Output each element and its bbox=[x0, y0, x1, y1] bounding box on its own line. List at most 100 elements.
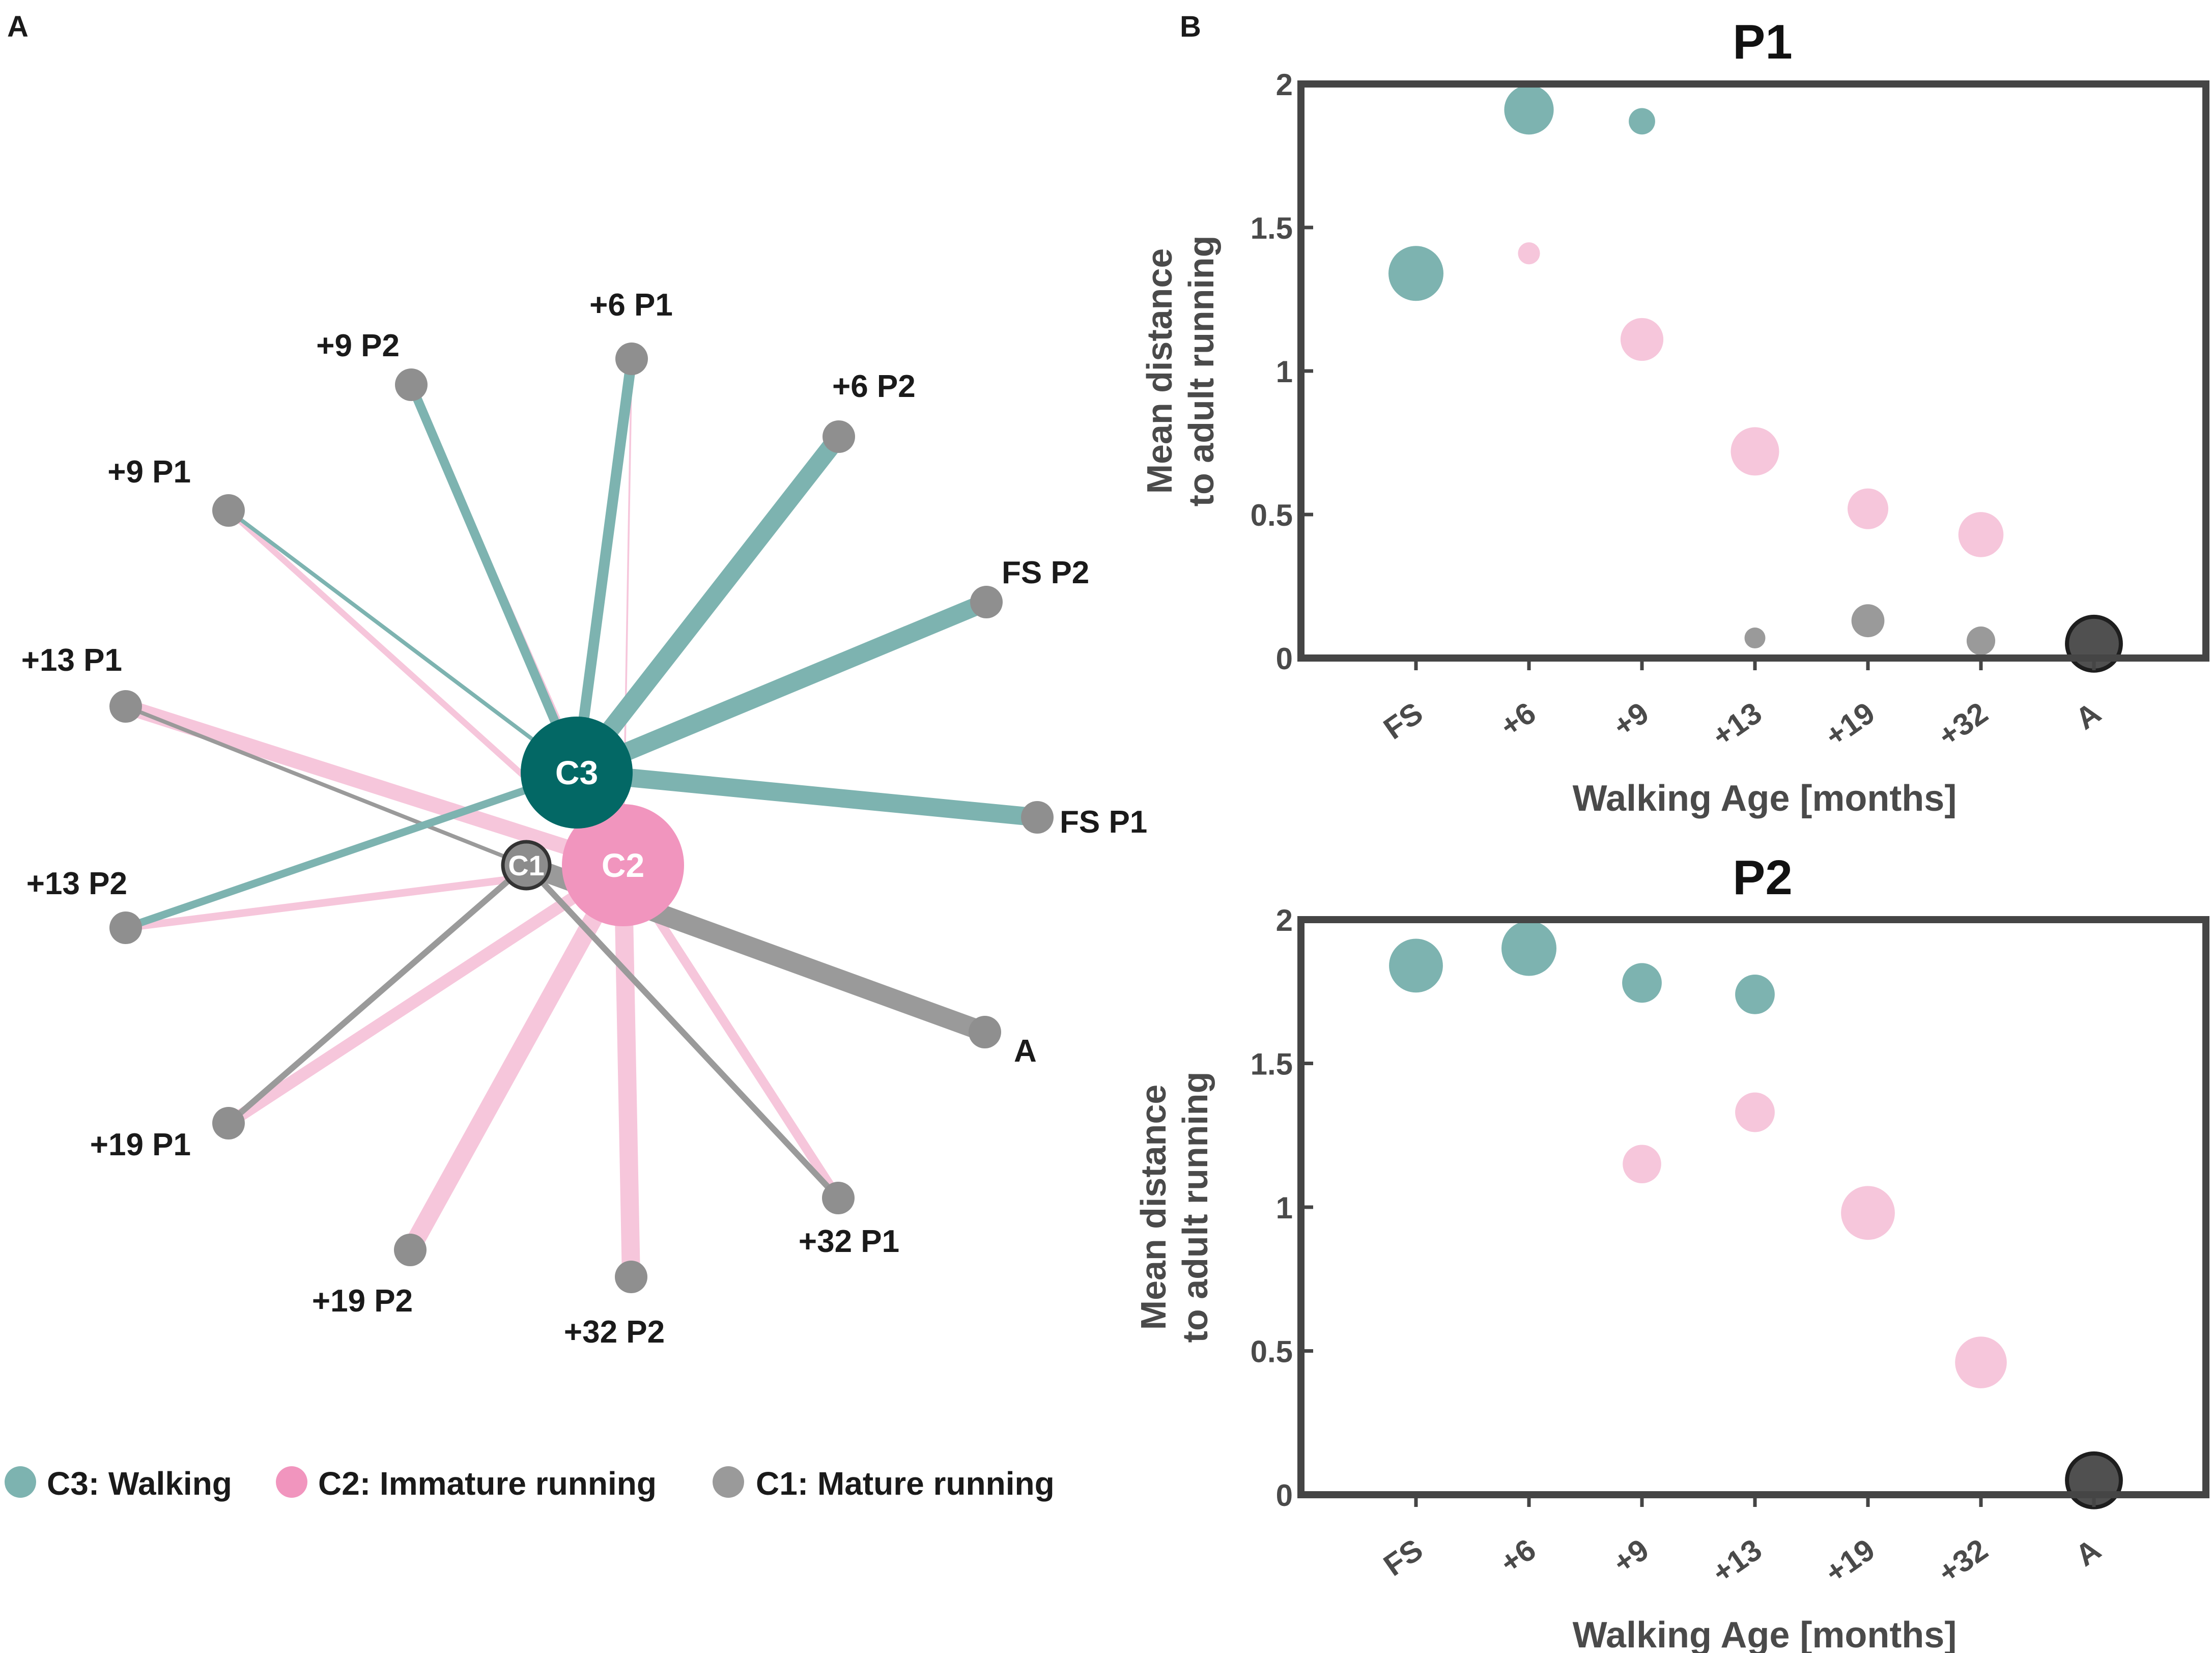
edge-c2-plus32-p2 bbox=[614, 856, 640, 1286]
leaf-label-plus9-p1: +9 P1 bbox=[107, 454, 191, 490]
x-tick-label-plus19: +19 bbox=[1819, 1532, 1881, 1590]
edge-c3-fs-p2 bbox=[568, 593, 996, 782]
y-axis-label-line-2: to adult running bbox=[1181, 236, 1221, 507]
point-c1-mature-running-plus19 bbox=[1851, 604, 1885, 638]
plot-title-p2: P2 bbox=[1733, 850, 1792, 905]
cluster-label-c3: C3 bbox=[555, 754, 598, 791]
edge-c3-plus13-p2 bbox=[122, 768, 581, 932]
y-tick-label: 0 bbox=[1276, 1478, 1293, 1513]
y-tick-label: 2 bbox=[1276, 68, 1293, 102]
point-c2-immature-running-plus13 bbox=[1731, 427, 1779, 476]
point-c3-walking-fs bbox=[1389, 938, 1443, 993]
leaf-label-fs-p1: FS P1 bbox=[1060, 805, 1147, 840]
x-tick-label-a: A bbox=[2069, 696, 2107, 736]
cluster-node-c2 bbox=[562, 804, 684, 926]
point-c3-walking-plus9 bbox=[1622, 963, 1662, 1003]
point-c2-immature-running-plus9 bbox=[1620, 318, 1664, 361]
point-c1-mature-running-plus32 bbox=[1966, 626, 1996, 656]
edge-c2-plus19-p1 bbox=[222, 859, 629, 1129]
scatter-plot-p2: P2 0 0.5 1 1.5 2 FS +6 +9 +13 +19 +32 A Walking Age [… bbox=[1133, 850, 2209, 1653]
leaf-node-plus6-p1 bbox=[615, 343, 648, 375]
y-axis-label-line-2: to adult running bbox=[1175, 1072, 1215, 1343]
cluster-network: +6 P1 +6 P2 FS P2 FS P1 A +32 P1 +32 P2 +19 P2 +… bbox=[21, 288, 1148, 1350]
x-tick-label-plus6: +6 bbox=[1494, 696, 1542, 744]
leaf-label-fs-p2: FS P2 bbox=[1002, 555, 1089, 590]
x-tick-label-plus9: +9 bbox=[1607, 696, 1655, 744]
edge-c2-plus19-p2 bbox=[401, 856, 632, 1259]
leaf-node-plus6-p2 bbox=[823, 420, 855, 453]
edge-c3-plus9-p2 bbox=[407, 380, 581, 777]
cluster-label-c2: C2 bbox=[602, 846, 644, 884]
cluster-label-c1: C1 bbox=[508, 849, 545, 881]
network-leaves: +6 P1 +6 P2 FS P2 FS P1 A +32 P1 +32 P2 +19 P2 +… bbox=[21, 288, 1148, 1350]
y-tick-label: 0 bbox=[1276, 642, 1293, 676]
point-c3-walking-plus6 bbox=[1501, 921, 1556, 976]
leaf-node-a bbox=[969, 1016, 1001, 1048]
leaf-label-a: A bbox=[1014, 1034, 1037, 1069]
leaf-node-plus9-p2 bbox=[395, 368, 428, 401]
leaf-label-plus13-p1: +13 P1 bbox=[21, 643, 122, 678]
x-axis-label-p2: Walking Age [months] bbox=[1573, 1615, 1957, 1653]
point-c2-immature-running-plus6 bbox=[1518, 242, 1540, 265]
edge-c1-plus13-p1 bbox=[124, 704, 528, 867]
plot-title-p1: P1 bbox=[1733, 15, 1792, 69]
legend-marker-c2 bbox=[276, 1466, 307, 1498]
leaf-node-plus13-p2 bbox=[109, 911, 142, 944]
edge-c3-plus6-p2 bbox=[568, 428, 848, 782]
y-tick-label: 1 bbox=[1276, 1191, 1293, 1225]
leaf-node-plus19-p2 bbox=[394, 1234, 427, 1266]
edge-c1-plus19-p1 bbox=[225, 862, 529, 1126]
leaf-label-plus32-p1: +32 P1 bbox=[799, 1224, 899, 1259]
x-tick-label-a: A bbox=[2069, 1532, 2107, 1573]
y-tick-label: 1.5 bbox=[1251, 1047, 1293, 1081]
leaf-node-plus9-p1 bbox=[212, 494, 245, 527]
x-tick-label-plus19: +19 bbox=[1819, 696, 1881, 753]
point-c3-walking-plus9 bbox=[1629, 108, 1655, 135]
leaf-label-plus6-p2: +6 P2 bbox=[832, 369, 916, 404]
point-c2-immature-running-plus19 bbox=[1841, 1186, 1895, 1240]
leaf-label-plus13-p2: +13 P2 bbox=[26, 866, 127, 901]
legend-marker-c3 bbox=[5, 1466, 36, 1498]
point-c2-immature-running-plus13 bbox=[1735, 1092, 1775, 1132]
cluster-node-c3 bbox=[521, 717, 633, 829]
legend: C3: Walking C2: Immature running C1: Mat… bbox=[5, 1465, 1055, 1502]
y-axis-label-line-1: Mean distance bbox=[1133, 1085, 1173, 1330]
point-c2-immature-running-plus32 bbox=[1958, 512, 2004, 557]
x-tick-label-plus6: +6 bbox=[1494, 1532, 1542, 1580]
point-c3-walking-fs bbox=[1388, 246, 1443, 301]
leaf-label-plus6-p1: +6 P1 bbox=[589, 288, 673, 323]
leaf-label-plus32-p2: +32 P2 bbox=[564, 1315, 665, 1350]
point-c1-mature-running-plus13 bbox=[1744, 628, 1766, 649]
y-tick-label: 1 bbox=[1276, 355, 1293, 389]
panel-b-label: B bbox=[1180, 10, 1201, 43]
legend-label-c3: C3: Walking bbox=[47, 1465, 232, 1502]
leaf-node-plus32-p2 bbox=[615, 1261, 647, 1293]
network-clusters: C2 C1 C3 bbox=[501, 717, 684, 926]
x-tick-label-plus32: +32 bbox=[1932, 696, 1994, 753]
legend-label-c1: C1: Mature running bbox=[756, 1465, 1055, 1502]
leaf-node-fs-p2 bbox=[970, 586, 1003, 618]
x-tick-label-plus9: +9 bbox=[1607, 1532, 1655, 1580]
edge-c3-plus6-p1 bbox=[571, 353, 637, 778]
y-axis-label-line-1: Mean distance bbox=[1140, 248, 1179, 494]
leaf-node-plus13-p1 bbox=[109, 690, 142, 723]
y-tick-label: 0.5 bbox=[1251, 1335, 1293, 1369]
y-tick-label: 0.5 bbox=[1251, 498, 1293, 532]
cluster-node-c1 bbox=[501, 840, 552, 891]
x-axis-label-p1: Walking Age [months] bbox=[1573, 778, 1957, 819]
x-tick-label-fs: FS bbox=[1377, 696, 1429, 746]
plot-frame-p1 bbox=[1297, 80, 2209, 662]
x-tick-label-plus13: +13 bbox=[1706, 696, 1768, 753]
network-edges bbox=[118, 353, 1046, 1286]
point-c3-walking-plus13 bbox=[1735, 975, 1775, 1014]
edge-c3-plus9-p1 bbox=[226, 508, 579, 775]
edge-c3-fs-p1 bbox=[568, 763, 1046, 826]
y-tick-label: 2 bbox=[1276, 903, 1293, 937]
edge-c2-plus13-p1 bbox=[118, 699, 631, 873]
leaf-label-plus9-p2: +9 P2 bbox=[316, 328, 400, 363]
point-c2-immature-running-plus19 bbox=[1848, 488, 1888, 529]
legend-marker-c1 bbox=[713, 1466, 744, 1498]
panel-a-label: A bbox=[7, 10, 29, 43]
leaf-label-plus19-p1: +19 P1 bbox=[90, 1127, 191, 1162]
